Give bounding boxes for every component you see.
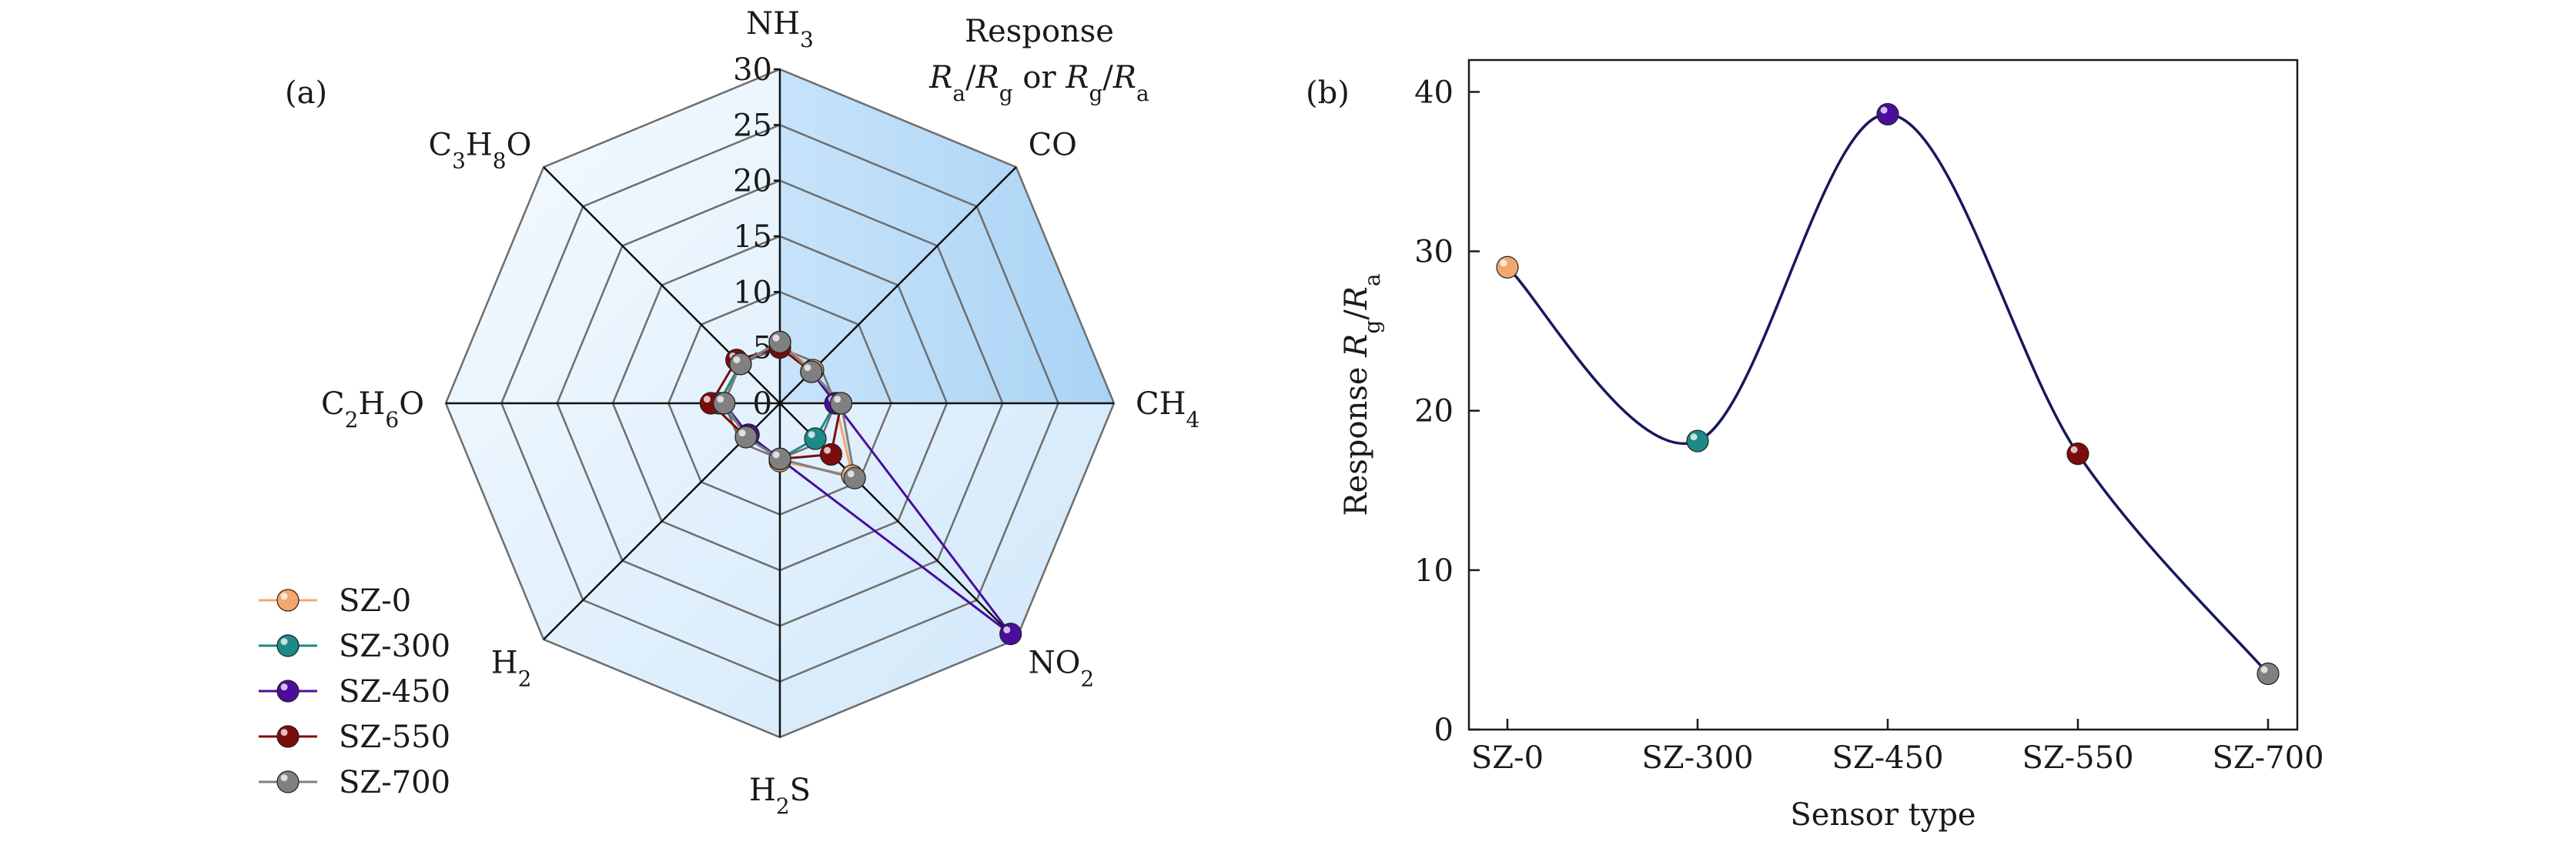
legend-item-sz-700: SZ-700 <box>259 765 450 800</box>
radar-series-markers <box>699 330 1022 646</box>
y-tick-label: 0 <box>1434 713 1454 748</box>
radar-point-sz-700 <box>734 426 758 449</box>
y-tick-label: 10 <box>1414 553 1454 589</box>
y-tick-label: 40 <box>1414 75 1454 110</box>
legend-label: SZ-450 <box>339 674 450 710</box>
x-tick-label: SZ-300 <box>1641 740 1753 776</box>
legend: SZ-0 SZ-300 SZ-450 SZ-550 SZ-700 <box>259 583 450 800</box>
line-point-sz-300 <box>1686 429 1709 453</box>
radar-series <box>699 330 1022 646</box>
radar-panel-label: (a) <box>285 75 327 111</box>
radar-axis-label-ch4: CH4 <box>1136 386 1199 433</box>
line-panel-label: (b) <box>1306 75 1350 111</box>
radar-point-sz-700 <box>829 392 853 415</box>
legend-label: SZ-700 <box>339 765 450 800</box>
radar-axis-label-c3h8o: C3H8O <box>428 127 531 173</box>
radar-axis-labels: NH3 CO CH4 NO2 H2S H2 C2H6O C3H8O <box>321 6 1199 819</box>
legend-marker <box>276 770 299 793</box>
radar-value-title-line1: Response <box>965 14 1114 49</box>
x-tick-label: SZ-550 <box>2022 740 2133 776</box>
radar-tick-label: 30 <box>733 52 772 88</box>
radar-point-sz-300 <box>804 427 827 450</box>
y-tick-label: 20 <box>1414 394 1454 429</box>
legend-label: SZ-0 <box>339 583 411 619</box>
legend-marker <box>276 589 299 612</box>
legend-item-sz-450: SZ-450 <box>259 674 450 710</box>
radar-point-sz-700 <box>843 466 866 489</box>
legend-label: SZ-550 <box>339 720 450 755</box>
legend-item-sz-550: SZ-550 <box>259 720 450 755</box>
legend-item-sz-0: SZ-0 <box>259 583 411 619</box>
x-axis-label: Sensor type <box>1790 797 1975 833</box>
radar-axis-label-h2s: H2S <box>749 773 811 819</box>
radar-value-title-line2: Ra/Rg or Rg/Ra <box>928 60 1149 106</box>
line-point-sz-550 <box>2066 443 2089 466</box>
radar-axis-label-c2h6o: C2H6O <box>321 386 424 433</box>
plot-frame <box>1467 58 2299 731</box>
legend-marker <box>276 725 299 748</box>
x-axis-ticks: SZ-0 SZ-300 SZ-450 SZ-550 SZ-700 <box>1471 719 2324 776</box>
radar-tick-label: 25 <box>733 108 772 143</box>
line-chart: 0 10 20 30 40 SZ-0 SZ-300 SZ-450 SZ-550 SZ-700 (… <box>1306 58 2324 833</box>
y-axis-ticks: 0 10 20 30 40 <box>1414 75 1480 748</box>
legend-item-sz-300: SZ-300 <box>259 629 450 664</box>
radar-point-sz-700 <box>713 392 736 415</box>
legend-marker <box>276 634 299 657</box>
radar-tick-label: 0 <box>753 386 772 422</box>
x-tick-label: SZ-450 <box>1832 740 1943 776</box>
legend-label: SZ-300 <box>339 629 450 664</box>
line-point-sz-700 <box>2257 662 2280 686</box>
radar-tick-label: 15 <box>733 219 772 255</box>
radar-point-sz-550 <box>819 443 843 466</box>
line-point-sz-450 <box>1876 102 1899 126</box>
radar-point-sz-700 <box>800 360 823 383</box>
radar-axis-label-nh3: NH3 <box>746 6 814 52</box>
series-line <box>1506 112 2270 675</box>
x-tick-label: SZ-700 <box>2212 740 2323 776</box>
radar-axis-label-co: CO <box>1029 127 1077 162</box>
x-tick-label: SZ-0 <box>1471 740 1544 776</box>
line-point-sz-0 <box>1496 256 1519 279</box>
radar-point-sz-450 <box>999 623 1022 646</box>
legend-marker <box>276 680 299 703</box>
radar-axis-label-no2: NO2 <box>1029 646 1095 692</box>
series-points <box>1496 102 2280 686</box>
y-tick-label: 30 <box>1414 235 1454 270</box>
radar-point-sz-700 <box>768 447 791 470</box>
radar-point-sz-700 <box>729 352 752 376</box>
radar-point-sz-700 <box>768 330 791 354</box>
radar-tick-label: 10 <box>733 275 772 310</box>
radar-tick-label: 20 <box>733 164 772 199</box>
radar-axis-label-h2: H2 <box>491 646 532 692</box>
y-axis-label: Response Rg/Ra <box>1339 273 1385 516</box>
